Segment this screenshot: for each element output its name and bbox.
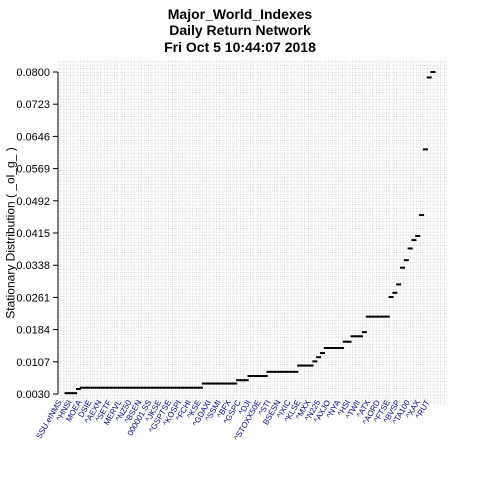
y-tick-label: 0.0184	[16, 325, 50, 337]
y-tick-label: 0.0646	[16, 131, 50, 143]
y-tick-label: 0.0569	[16, 164, 50, 176]
grid	[58, 60, 448, 406]
y-tick-label: 0.0723	[16, 99, 50, 111]
y-tick-label: 0.0107	[16, 357, 50, 369]
y-tick-label: 0.0415	[16, 228, 50, 240]
y-tick-label: 0.0261	[16, 292, 50, 304]
y-tick-label: 0.0492	[16, 196, 50, 208]
chart-title-line-1: Major_World_Indexes	[167, 6, 313, 22]
chart-title-line-2: Daily Return Network	[169, 22, 311, 38]
y-tick-label: 0.0338	[16, 260, 50, 272]
y-tick-label: 0.0030	[16, 389, 50, 401]
y-axis-label: Stationary Distribution ( _ol_g_ )	[3, 147, 18, 319]
y-tick-label: 0.0800	[16, 67, 50, 79]
chart-title-line-3: Fri Oct 5 10:44:07 2018	[164, 39, 316, 55]
